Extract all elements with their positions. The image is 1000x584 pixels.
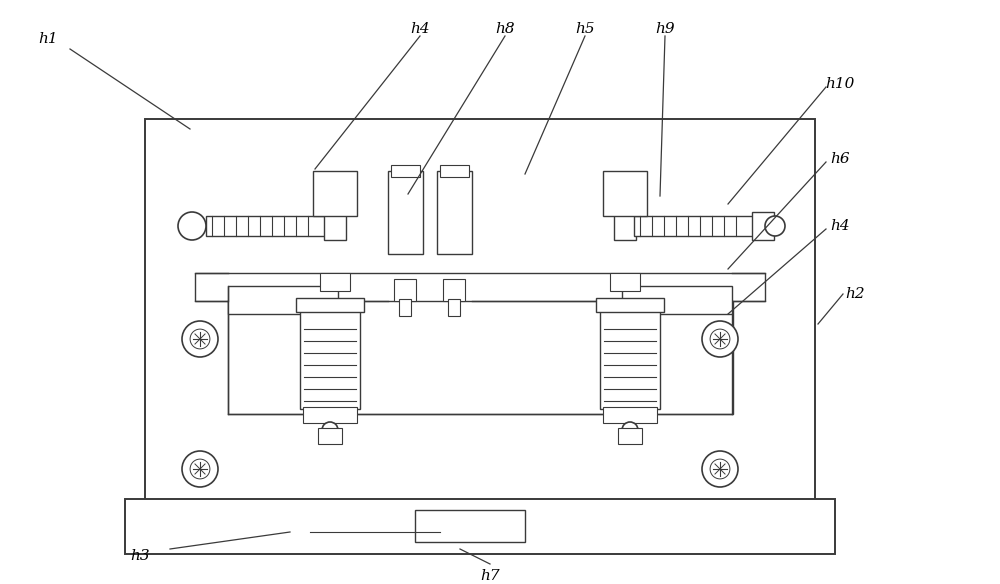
Bar [195,273,765,301]
Circle shape [190,459,210,479]
Text: h1: h1 [38,32,58,46]
Bar [603,407,657,423]
Text: h3: h3 [130,549,150,563]
Circle shape [622,422,638,438]
Bar [145,119,815,509]
Bar [752,212,774,240]
Text: h4: h4 [410,22,430,36]
Text: h4: h4 [830,219,850,233]
Text: h7: h7 [480,569,500,583]
Bar [391,165,420,177]
Text: h9: h9 [655,22,675,36]
Bar [399,299,411,316]
Text: h5: h5 [575,22,595,36]
Circle shape [765,216,785,236]
Bar [415,510,525,542]
Circle shape [702,321,738,357]
Bar [634,216,754,236]
Bar [320,273,350,291]
Text: h6: h6 [830,152,850,166]
Bar [303,407,357,423]
Bar [125,499,835,554]
Bar [228,289,733,414]
Bar [448,299,460,316]
Circle shape [182,321,218,357]
Bar [324,212,346,240]
Circle shape [190,329,210,349]
Circle shape [182,451,218,487]
Bar [440,165,469,177]
Circle shape [178,212,206,240]
Text: h8: h8 [495,22,515,36]
Bar [388,171,423,254]
Text: h10: h10 [825,77,855,91]
Bar [228,286,338,314]
Bar [600,311,660,409]
Bar [296,298,364,312]
Circle shape [710,329,730,349]
Bar [318,428,342,444]
Bar [394,279,416,301]
Bar [443,279,465,301]
Bar [313,171,357,216]
Bar [610,273,640,291]
Bar [300,311,360,409]
Text: h2: h2 [845,287,865,301]
Bar [618,428,642,444]
Circle shape [710,459,730,479]
Bar [614,212,636,240]
Circle shape [322,422,338,438]
Bar [437,171,472,254]
Bar [603,171,647,216]
Bar [622,286,732,314]
Bar [206,216,326,236]
Circle shape [702,451,738,487]
Bar [596,298,664,312]
